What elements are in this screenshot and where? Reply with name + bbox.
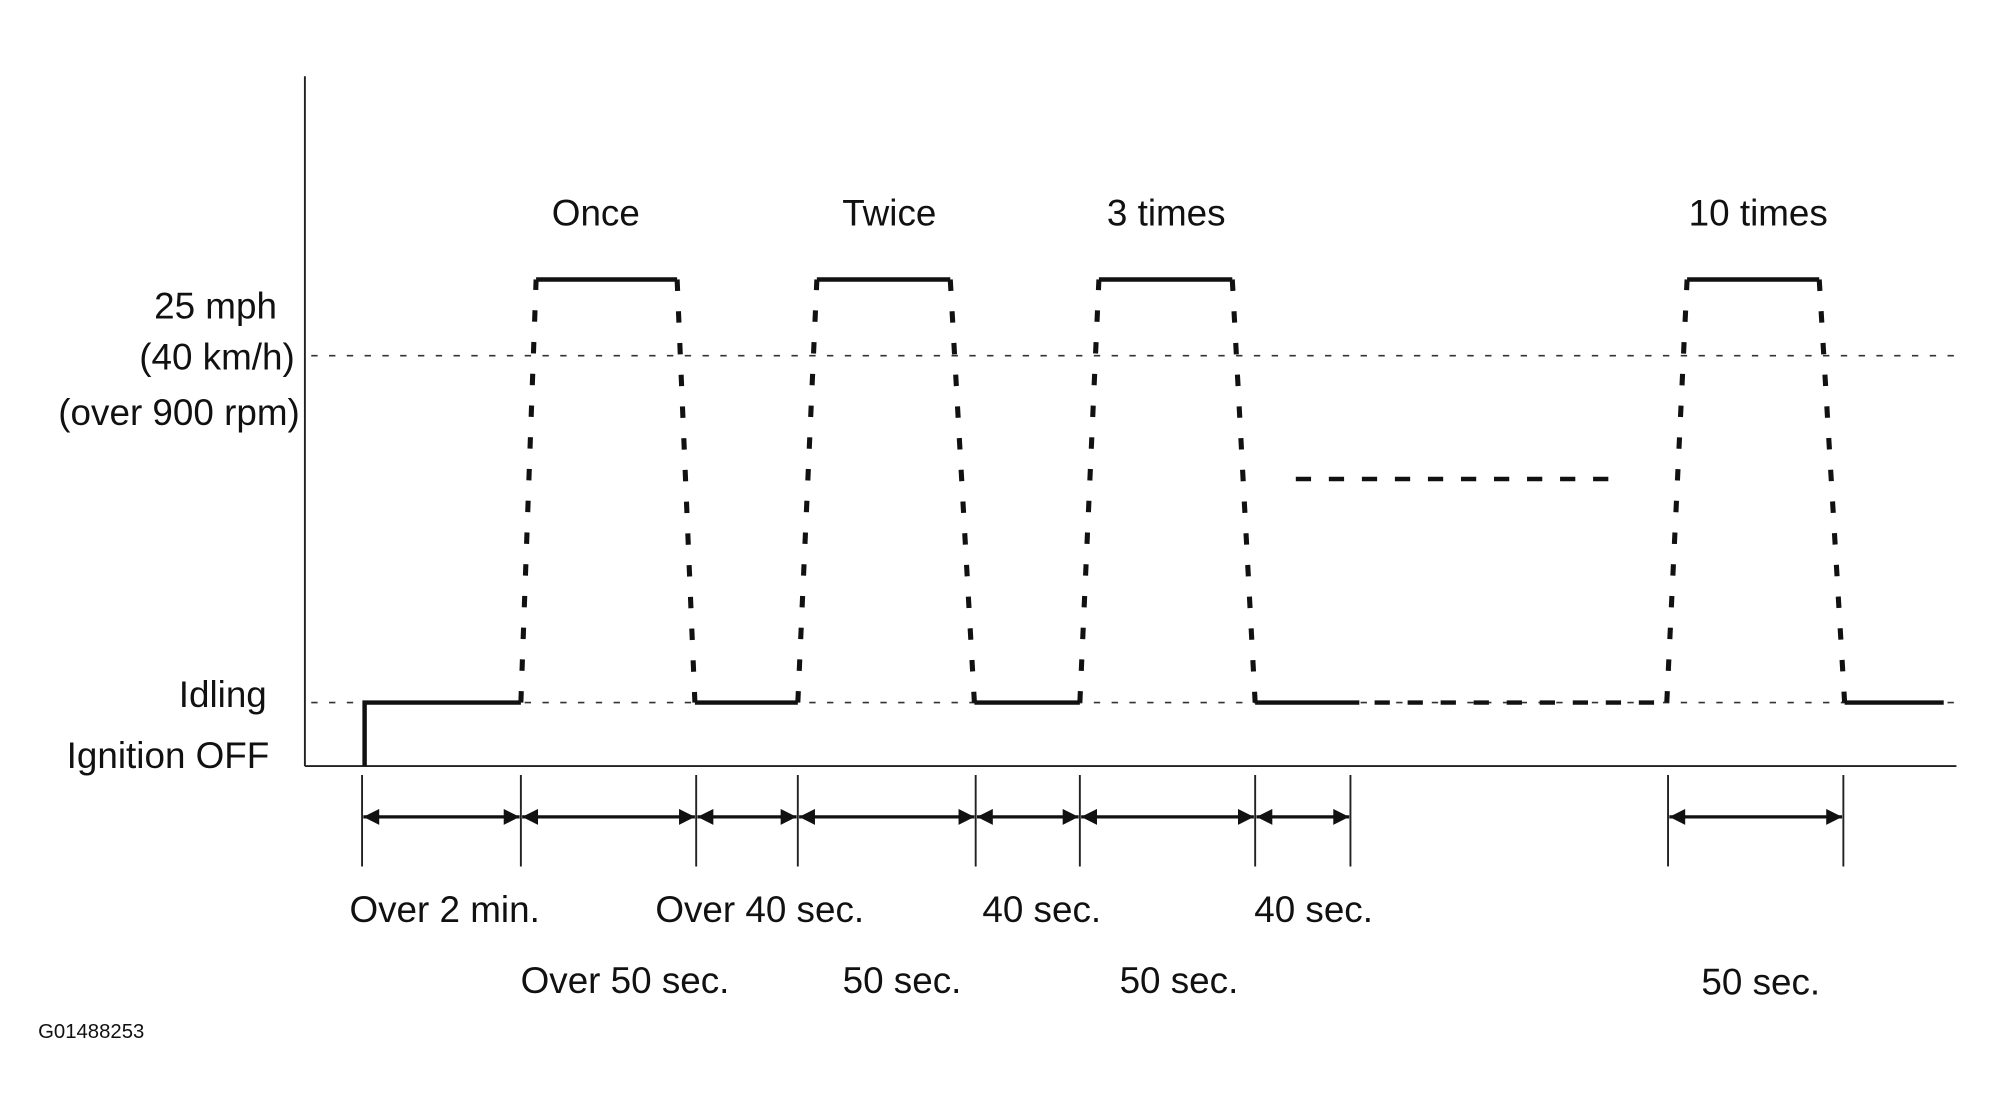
duration-label: 50 sec. [1701, 961, 1820, 1002]
y-label: Ignition OFF [67, 735, 270, 776]
duration-label: Over 50 sec. [521, 960, 730, 1001]
duration-label: 40 sec. [1254, 889, 1373, 930]
duration-label: Over 40 sec. [655, 889, 864, 930]
figure-id: G01488253 [38, 1021, 144, 1043]
duration-label: 40 sec. [982, 889, 1101, 930]
time-markers [361, 774, 1845, 867]
duration-label: 50 sec. [1120, 960, 1239, 1001]
cycle-label: Once [552, 193, 640, 234]
cycle-label: 10 times [1689, 193, 1828, 234]
duration-label: 50 sec. [843, 960, 962, 1001]
y-label: (over 900 rpm) [58, 392, 300, 433]
y-label: 25 mph [154, 285, 277, 326]
cycle-label: 3 times [1107, 193, 1226, 234]
waveform [362, 277, 1944, 767]
duration-label: Over 2 min. [349, 889, 539, 930]
y-label: (40 km/h) [139, 336, 295, 377]
cycle-label: Twice [842, 193, 936, 234]
y-label: Idling [179, 674, 267, 715]
